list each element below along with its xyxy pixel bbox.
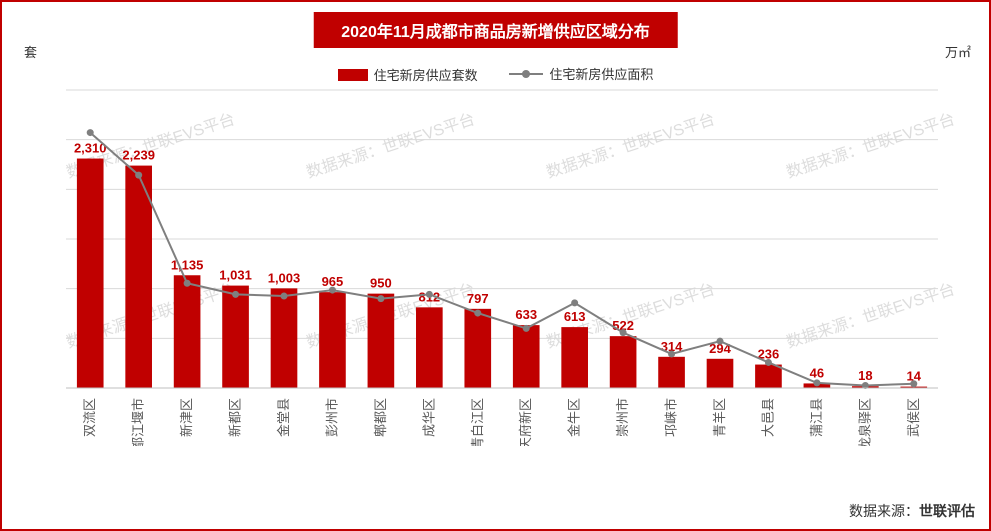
bar	[513, 325, 540, 388]
x-category-label: 大邑县	[760, 398, 775, 437]
x-category-label: 新津区	[179, 398, 194, 437]
bar	[368, 294, 395, 388]
x-category-label: 金牛区	[567, 398, 582, 437]
bar-value-label: 613	[564, 309, 586, 324]
chart-title: 2020年11月成都市商品房新增供应区域分布	[313, 12, 678, 48]
legend-swatch-bars	[338, 69, 368, 81]
line-point	[232, 291, 239, 298]
x-category-label: 双流区	[82, 398, 97, 437]
x-category-label: 彭州市	[324, 398, 339, 437]
bar	[464, 309, 491, 388]
bar-value-label: 1,003	[268, 270, 301, 285]
bar	[222, 286, 249, 388]
bar-value-label: 950	[370, 276, 392, 291]
bar	[271, 288, 298, 388]
y-right-axis-label: 万㎡	[945, 42, 971, 61]
x-category-label: 成华区	[421, 398, 436, 437]
line-point	[523, 325, 530, 332]
line-point	[474, 310, 481, 317]
bar	[707, 359, 734, 388]
line-point	[717, 338, 724, 345]
legend-label-line: 住宅新房供应面积	[549, 64, 653, 83]
line-point	[571, 299, 578, 306]
bar	[610, 336, 637, 388]
bar	[125, 166, 152, 388]
source-prefix: 数据来源：	[849, 503, 919, 519]
bar	[174, 275, 201, 388]
legend-label-bars: 住宅新房供应套数	[374, 65, 478, 84]
source-name: 世联评估	[919, 503, 975, 519]
legend-item-line: 住宅新房供应面积	[509, 64, 653, 83]
line-point	[765, 359, 772, 366]
x-category-label: 邛崃市	[664, 398, 679, 437]
x-category-label: 青白江区	[470, 398, 485, 446]
line-point	[668, 350, 675, 357]
x-category-label: 崇州市	[615, 398, 630, 437]
y-left-axis-label: 套	[24, 42, 37, 61]
x-category-label: 金堂县	[276, 398, 291, 437]
x-category-label: 郫都区	[373, 398, 388, 437]
line-point	[281, 293, 288, 300]
data-source: 数据来源：世联评估	[849, 501, 975, 521]
line-point	[184, 280, 191, 287]
x-category-label: 蒲江县	[809, 398, 824, 437]
bar	[658, 357, 685, 388]
line-point	[329, 287, 336, 294]
x-category-label: 龙泉驿区	[857, 398, 872, 446]
line-point	[377, 295, 384, 302]
bar-value-label: 46	[810, 365, 824, 380]
line-series	[90, 133, 914, 386]
chart-frame: 2020年11月成都市商品房新增供应区域分布 套 万㎡ 住宅新房供应套数 住宅新…	[0, 0, 991, 531]
bar	[77, 159, 104, 388]
line-point	[87, 129, 94, 136]
bar	[319, 292, 346, 388]
bar	[561, 327, 588, 388]
x-category-label: 天府新区	[518, 398, 533, 446]
line-point	[910, 380, 917, 387]
x-category-label: 都江堰市	[131, 398, 146, 446]
line-point	[620, 329, 627, 336]
x-category-label: 新都区	[228, 398, 243, 437]
bar-value-label: 18	[858, 368, 872, 383]
x-category-label: 武侯区	[906, 398, 921, 437]
legend: 住宅新房供应套数 住宅新房供应面积	[2, 64, 989, 84]
bar-value-label: 2,239	[122, 148, 155, 163]
bar	[755, 365, 782, 388]
bar-value-label: 633	[515, 307, 537, 322]
x-category-label: 青羊区	[712, 398, 727, 437]
legend-swatch-line	[509, 67, 543, 81]
legend-item-bars: 住宅新房供应套数	[338, 65, 478, 84]
line-point	[813, 379, 820, 386]
chart-plot: 05001,0001,5002,0002,5003,00005101520253…	[62, 84, 942, 446]
bar-value-label: 797	[467, 291, 489, 306]
line-point	[426, 291, 433, 298]
line-point	[135, 172, 142, 179]
bar	[416, 307, 443, 388]
bar-value-label: 1,031	[219, 268, 252, 283]
